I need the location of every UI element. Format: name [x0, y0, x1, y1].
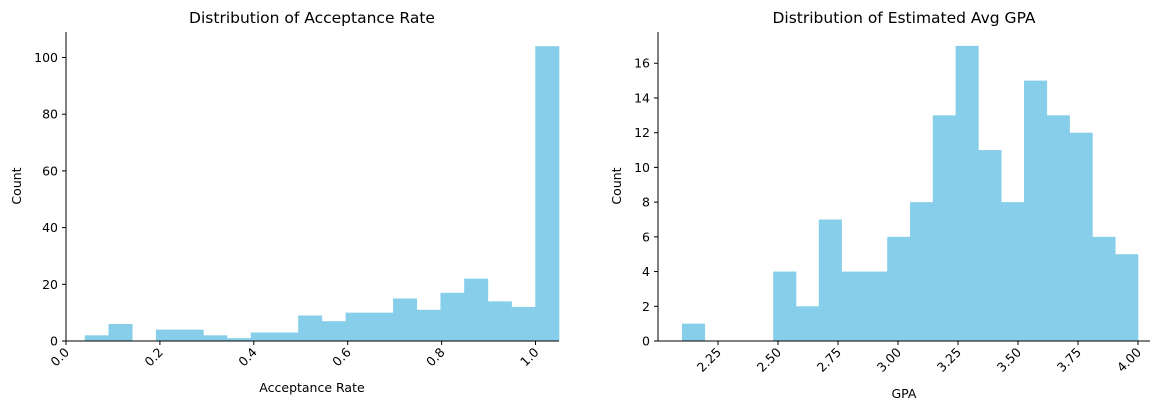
histogram-bar — [796, 306, 820, 341]
x-tick-label: 0.6 — [329, 344, 354, 369]
y-tick-label: 20 — [42, 277, 58, 292]
y-tick-label: 4 — [642, 264, 650, 279]
bars — [682, 45, 1139, 342]
estimated-avg-gpa-histogram: Distribution of Estimated Avg GPA 0 2 4 6 8 1… — [609, 9, 1150, 401]
histogram-bar — [535, 46, 560, 341]
y-tick-label: 8 — [642, 195, 650, 210]
y-tick-label: 16 — [634, 56, 650, 71]
histogram-bar — [487, 301, 512, 341]
x-tick-label: 4.00 — [1114, 344, 1144, 374]
x-axis-ticks: 2.25 2.50 2.75 3.00 3.25 3.50 3.75 4.00 — [694, 341, 1144, 375]
histogram-bar — [369, 312, 394, 341]
histogram-bar — [464, 278, 489, 341]
x-axis-label: Acceptance Rate — [259, 380, 365, 395]
x-tick-label: 0.2 — [141, 345, 166, 370]
y-tick-label: 2 — [642, 299, 650, 314]
histogram-bar — [203, 335, 228, 341]
histogram-bar — [227, 338, 252, 341]
y-tick-label: 100 — [34, 50, 58, 65]
histogram-bar — [84, 335, 109, 341]
y-tick-label: 6 — [642, 229, 650, 244]
histogram-bar — [1115, 254, 1139, 341]
histogram-bar — [321, 321, 346, 341]
x-tick-label: 1.0 — [517, 344, 542, 369]
x-axis-label: GPA — [892, 386, 917, 401]
histogram-bar — [818, 219, 842, 341]
x-tick-label: 3.50 — [994, 344, 1024, 374]
histogram-bar — [978, 150, 1002, 341]
x-tick-label: 3.25 — [934, 345, 964, 375]
histogram-bar — [416, 309, 441, 341]
histogram-bar — [1046, 115, 1070, 342]
x-axis-ticks: 0.0 0.2 0.4 0.6 0.8 1.0 — [47, 341, 542, 370]
y-axis-ticks: 0 20 40 60 80 100 — [34, 50, 66, 349]
histogram-bar — [932, 115, 956, 342]
y-tick-label: 14 — [634, 90, 650, 105]
bars — [84, 46, 560, 341]
y-tick-label: 0 — [642, 334, 650, 349]
y-tick-label: 10 — [634, 160, 650, 175]
histogram-bar — [887, 236, 911, 341]
y-tick-label: 40 — [42, 220, 58, 235]
chart-title: Distribution of Estimated Avg GPA — [772, 9, 1035, 27]
histogram-bar — [345, 312, 370, 341]
histogram-bar — [955, 45, 979, 342]
histogram-bar — [1024, 80, 1048, 341]
histogram-bar — [773, 271, 797, 341]
histogram-bar — [841, 271, 865, 341]
histogram-bar — [682, 323, 706, 341]
x-tick-label: 2.75 — [814, 345, 844, 375]
histogram-bar — [155, 329, 180, 341]
histogram-bar — [1092, 236, 1116, 341]
y-tick-label: 60 — [42, 163, 58, 178]
histogram-bar — [393, 298, 418, 341]
x-tick-label: 0.8 — [423, 344, 448, 369]
x-tick-label: 2.25 — [694, 345, 724, 375]
y-tick-label: 0 — [50, 334, 58, 349]
x-tick-label: 2.50 — [754, 344, 784, 374]
chart-title: Distribution of Acceptance Rate — [189, 9, 435, 27]
histogram-bar — [274, 332, 299, 341]
histogram-bar — [1001, 202, 1025, 341]
y-tick-label: 80 — [42, 107, 58, 122]
histogram-bar — [864, 271, 888, 341]
histogram-bar — [250, 332, 275, 341]
x-tick-label: 0.4 — [235, 344, 260, 369]
y-axis-ticks: 0 2 4 6 8 10 12 14 16 — [634, 56, 658, 349]
histogram-bar — [440, 292, 465, 341]
histogram-bar — [511, 306, 536, 341]
histogram-bar — [298, 315, 323, 341]
histogram-bar — [910, 202, 934, 341]
y-axis-label: Count — [609, 167, 624, 204]
x-tick-label: 3.00 — [874, 344, 904, 374]
histogram-bar — [1069, 132, 1093, 341]
x-tick-label: 3.75 — [1054, 345, 1084, 375]
y-tick-label: 12 — [634, 125, 650, 140]
acceptance-rate-histogram: Distribution of Acceptance Rate 0 20 40 60 8… — [9, 9, 560, 395]
histogram-bar — [108, 323, 133, 341]
y-axis-label: Count — [9, 167, 24, 204]
histogram-bar — [179, 329, 204, 341]
